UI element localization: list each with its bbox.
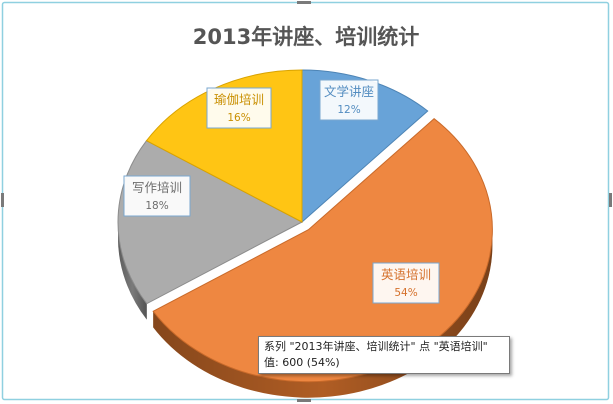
handle-right[interactable]: [609, 193, 612, 207]
handle-bottom[interactable]: [297, 399, 311, 402]
slice-english-percent-label: 54%: [394, 287, 417, 299]
pie-sides: [118, 222, 493, 398]
slice-english-label: 英语培训 54%: [372, 262, 440, 304]
slice-writing-category-label: 写作培训: [132, 180, 182, 195]
slice-writing-label-box: [123, 175, 191, 217]
slice-wenxue-percent-label: 12%: [337, 104, 360, 116]
tooltip-value-line: 值: 600 (54%): [264, 356, 340, 369]
data-point-tooltip: 系列 "2013年讲座、培训统计" 点 "英语培训" 值: 600 (54%): [258, 336, 510, 374]
slice-writing-percent-label: 18%: [145, 200, 168, 212]
data-labels: 文学讲座 12% 英语培训 54% 写作培训 18% 瑜伽培训 16%: [123, 79, 440, 304]
handle-top[interactable]: [297, 1, 311, 4]
slice-wenxue-label: 文学讲座 12%: [319, 79, 379, 121]
slice-yoga-label: 瑜伽培训 16%: [206, 87, 272, 129]
slice-english-label-box: [372, 262, 440, 304]
slice-yoga-category-label: 瑜伽培训: [214, 92, 264, 107]
slice-english-category-label: 英语培训: [381, 267, 431, 282]
tooltip-series-line: 系列 "2013年讲座、培训统计" 点 "英语培训": [264, 340, 488, 353]
slice-wenxue-category-label: 文学讲座: [324, 84, 374, 99]
chart-title: 2013年讲座、培训统计: [193, 25, 419, 49]
handle-left[interactable]: [1, 193, 4, 207]
slice-yoga-percent-label: 16%: [227, 112, 250, 124]
slice-yoga-label-box: [206, 87, 272, 129]
slice-writing-side-shading: [118, 222, 147, 320]
slice-writing-label: 写作培训 18%: [123, 175, 191, 217]
slice-wenxue-label-box: [319, 79, 379, 121]
